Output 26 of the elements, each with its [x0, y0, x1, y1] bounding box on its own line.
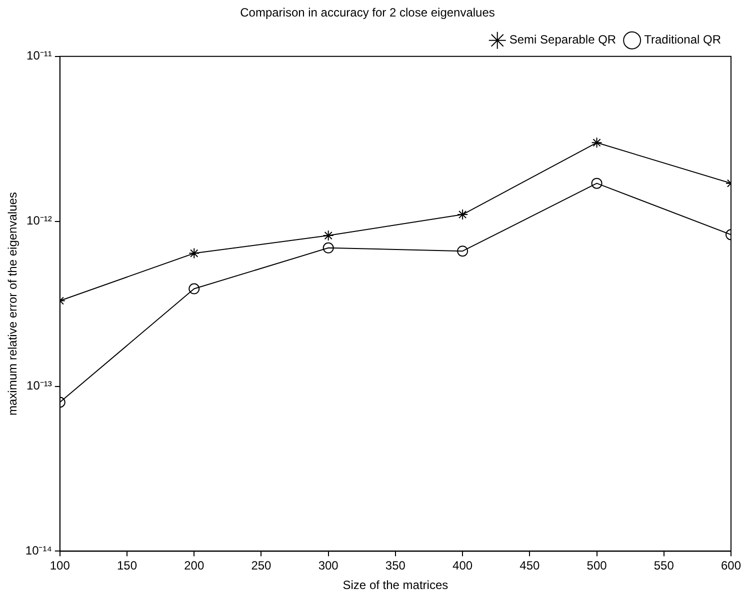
- x-tick-label: 450: [520, 558, 540, 573]
- point: [188, 283, 200, 294]
- y-axis-title: maximum relative error of the eigenvalues: [6, 192, 20, 416]
- x-tick-label: 250: [251, 558, 272, 573]
- x-tick-label: 300: [318, 558, 339, 573]
- x-tick-label: 550: [654, 558, 674, 573]
- legend-label: Traditional QR: [644, 32, 722, 47]
- y-tick-label: 10⁻¹³: [26, 378, 52, 393]
- chart-title: Comparison in accuracy for 2 close eigenvalues: [240, 6, 495, 20]
- y-tick-label: 10⁻¹¹: [26, 48, 52, 63]
- point: [457, 246, 468, 257]
- y-tick-label: 10⁻¹⁴: [25, 544, 52, 558]
- point: [188, 248, 200, 259]
- x-tick-label: 500: [586, 558, 608, 573]
- legend-label: Semi Separable QR: [509, 32, 616, 47]
- x-tick-label: 150: [116, 558, 138, 573]
- x-tick-label: 200: [184, 558, 204, 573]
- point: [457, 209, 468, 220]
- x-axis-title: Size of the matrices: [342, 578, 448, 592]
- x-tick-label: 400: [452, 558, 473, 573]
- point: [322, 242, 334, 254]
- x-tick-label: 600: [720, 558, 742, 573]
- x-tick-label: 350: [385, 558, 406, 573]
- x-tick-label: 100: [50, 558, 70, 573]
- point: [322, 230, 334, 242]
- y-tick-label: 10⁻¹²: [26, 214, 52, 228]
